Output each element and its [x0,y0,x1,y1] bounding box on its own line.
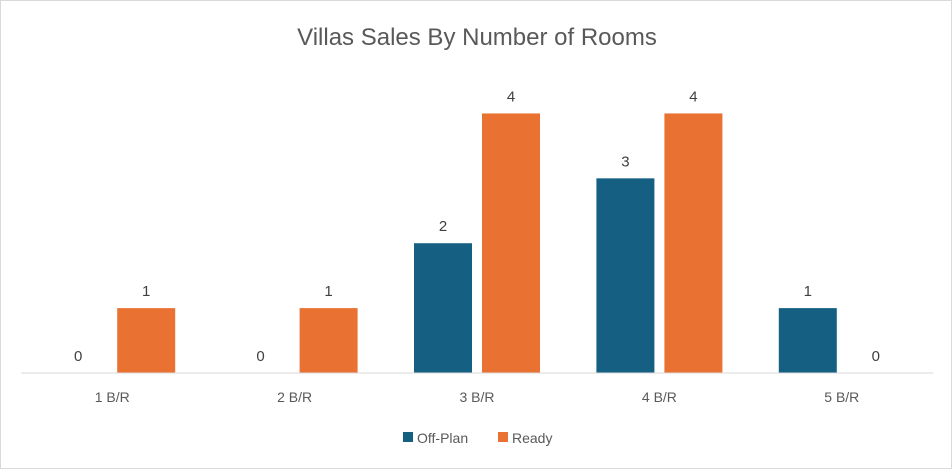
bar-ready-4-b-r [664,113,723,373]
bar-off-plan-4-b-r [596,178,655,373]
x-tick-label: 3 B/R [459,389,494,405]
x-axis-ticks: 1 B/R 2 B/R 3 B/R 4 B/R 5 B/R [95,389,860,405]
x-tick-label: 4 B/R [642,389,677,405]
bars-layer [117,113,837,373]
legend-label-off-plan: Off-Plan [417,430,468,446]
bar-off-plan-3-b-r [414,243,472,373]
legend-swatch-off-plan [403,432,413,442]
x-tick-label: 1 B/R [95,389,130,405]
data-label-ready-5-b-r: 0 [872,348,880,365]
data-labels-layer: 0 1 0 1 2 4 3 4 1 0 [74,88,880,365]
x-tick-label: 2 B/R [277,389,312,405]
legend: Off-Plan Ready [403,430,552,446]
data-label-ready-1-b-r: 1 [142,283,150,300]
data-label-off-plan-3-b-r: 2 [439,218,447,235]
data-label-off-plan-4-b-r: 3 [621,153,629,170]
bar-ready-2-b-r [299,308,358,373]
legend-swatch-ready [498,432,508,442]
bar-ready-1-b-r [117,308,176,373]
data-label-off-plan-5-b-r: 1 [804,283,812,300]
legend-label-ready: Ready [512,430,552,446]
bar-off-plan-5-b-r [778,308,837,373]
data-label-off-plan-1-b-r: 0 [74,348,82,365]
data-label-off-plan-2-b-r: 0 [256,348,264,365]
chart-title: Villas Sales By Number of Rooms [297,24,657,51]
x-tick-label: 5 B/R [824,389,859,405]
bar-ready-3-b-r [482,113,540,373]
data-label-ready-4-b-r: 4 [689,88,697,105]
data-label-ready-2-b-r: 1 [324,283,332,300]
data-label-ready-3-b-r: 4 [507,88,515,105]
